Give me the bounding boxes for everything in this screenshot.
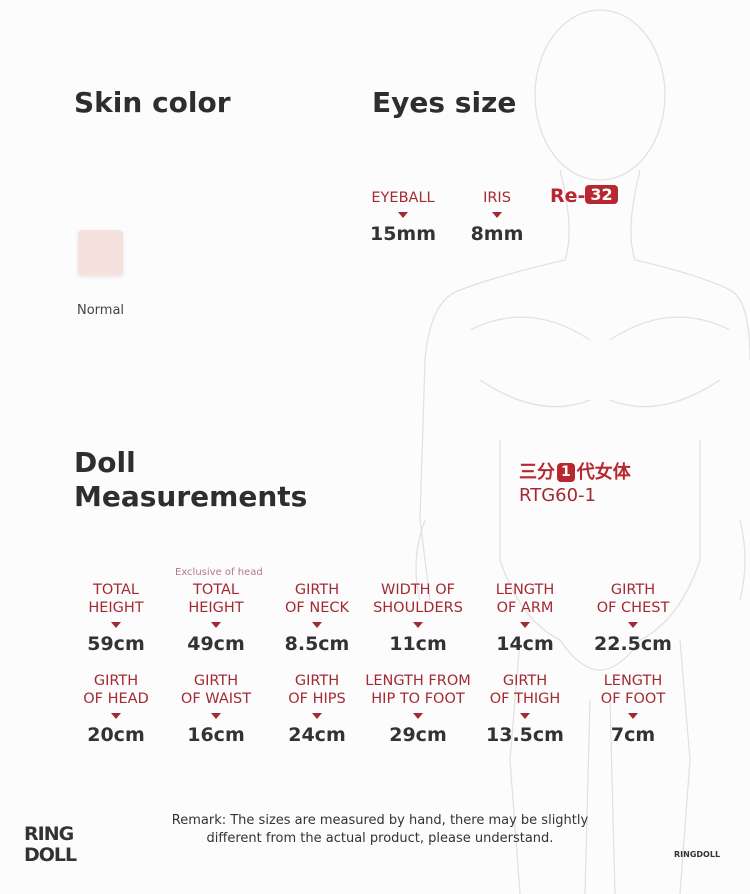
eye-code-prefix: Re- [550,185,586,207]
measurement-label-2: HEIGHT [88,600,144,616]
measurement-label-2: OF CHEST [596,600,670,616]
arrow-down-icon [413,713,423,719]
measurement-cell: GIRTH OF THIGH 13.5cm [470,672,580,746]
measurement-cell: GIRTH OF HEAD 20cm [61,672,171,746]
arrow-down-icon [492,212,502,218]
measurement-label-1: GIRTH [294,673,340,689]
doll-type-cn: 三分 1 代女体 [519,458,631,484]
eyeball-label: EYEBALL [371,190,435,206]
skin-swatch-label: Normal [77,303,125,318]
measurement-value: 22.5cm [594,633,672,655]
arrow-down-icon [413,622,423,628]
arrow-down-icon [520,713,530,719]
cn-badge: 1 [557,463,575,482]
measurement-cell: WIDTH OF SHOULDERS 11cm [363,581,473,655]
measurement-label-1: GIRTH [502,673,548,689]
measurement-value: 8.5cm [284,633,350,655]
measurement-value: 16cm [187,724,245,746]
arrow-down-icon [312,713,322,719]
doll-model: RTG60-1 [519,485,596,506]
measurement-label-1: LENGTH FROM [365,673,471,689]
ringdoll-logo: RING DOLL [24,823,77,866]
arrow-down-icon [398,212,408,218]
measurement-label-1: GIRTH [294,582,340,598]
arrow-down-icon [520,622,530,628]
measurement-cell: TOTAL HEIGHT 49cm [161,581,271,655]
measurement-label-1: WIDTH OF [381,582,455,598]
arrow-down-icon [312,622,322,628]
arrow-down-icon [211,713,221,719]
measurement-cell: TOTAL HEIGHT 59cm [61,581,171,655]
measurement-value: 7cm [610,724,656,746]
arrow-down-icon [628,622,638,628]
eyes-size-title: Eyes size [372,86,517,119]
iris-value: 8mm [470,223,524,245]
remark-line-2: different from the actual product, pleas… [206,831,554,846]
eyeball-value: 15mm [369,223,437,245]
measurement-label-1: LENGTH [495,582,555,598]
measurement-cell: LENGTH OF ARM 14cm [470,581,580,655]
measurement-label-1: GIRTH [610,582,656,598]
measurement-label-1: GIRTH [93,673,139,689]
iris-measure: IRIS 8mm [442,189,552,245]
measurement-value: 29cm [389,724,447,746]
measurement-label-1: TOTAL [193,582,239,598]
measurement-value: 49cm [187,633,245,655]
measurement-cell: GIRTH OF NECK 8.5cm [262,581,372,655]
measurement-label-2: OF HEAD [83,691,149,707]
measurement-label-2: OF FOOT [600,691,666,707]
arrow-down-icon [211,622,221,628]
cn-text-after: 代女体 [576,462,631,483]
logo-line-1: RING [24,823,74,845]
cn-text-before: 三分 [519,462,555,483]
logo-line-2: DOLL [24,844,77,866]
measurement-label-2: HIP TO FOOT [371,691,465,707]
brand-label: RINGDOLL [674,850,721,859]
measurement-label-2: OF ARM [496,600,554,616]
measurement-label-2: SHOULDERS [373,600,463,616]
measurement-cell: GIRTH OF CHEST 22.5cm [578,581,688,655]
skin-color-title: Skin color [74,86,231,119]
arrow-down-icon [111,622,121,628]
measurement-cell: LENGTH FROM HIP TO FOOT 29cm [363,672,473,746]
skin-swatch-normal[interactable] [78,230,123,275]
eye-code: Re- 32 [550,185,618,207]
remark-line-1: Remark: The sizes are measured by hand, … [171,813,589,828]
measurement-label-1: TOTAL [93,582,139,598]
measurement-value: 20cm [87,724,145,746]
measurement-cell: LENGTH OF FOOT 7cm [578,672,688,746]
measurement-label-1: LENGTH [603,673,663,689]
measurement-label-1: GIRTH [193,673,239,689]
title-line-2: Measurements [74,480,308,513]
eyeball-measure: EYEBALL 15mm [348,189,458,245]
measurement-value: 14cm [496,633,554,655]
eye-code-number: 32 [585,185,618,204]
title-line-1: Doll [74,446,136,479]
measurement-cell: GIRTH OF WAIST 16cm [161,672,271,746]
arrow-down-icon [111,713,121,719]
measurement-value: 11cm [389,633,447,655]
measurement-label-2: OF HIPS [288,691,346,707]
exclusive-of-head-note: Exclusive of head [175,567,263,578]
measurement-label-2: OF WAIST [180,691,252,707]
measurement-cell: GIRTH OF HIPS 24cm [262,672,372,746]
remark: Remark: The sizes are measured by hand, … [0,812,750,848]
doll-measurements-title: Doll Measurements [74,446,307,514]
measurement-value: 13.5cm [486,724,564,746]
measurement-value: 59cm [87,633,145,655]
measurement-value: 24cm [288,724,346,746]
iris-label: IRIS [483,190,511,206]
measurement-label-2: OF NECK [284,600,349,616]
measurement-label-2: OF THIGH [489,691,561,707]
arrow-down-icon [628,713,638,719]
measurement-label-2: HEIGHT [188,600,244,616]
